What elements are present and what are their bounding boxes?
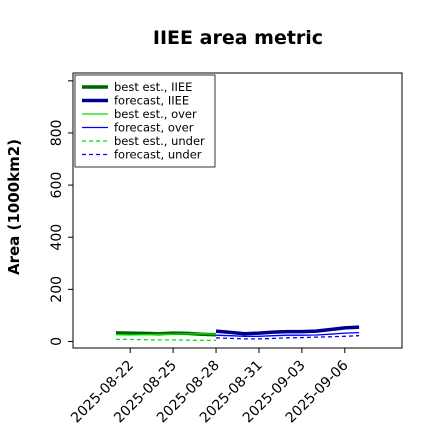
legend-label: best est., IIEE — [114, 80, 192, 94]
legend-label: best est., over — [114, 107, 197, 121]
series-line — [215, 335, 360, 340]
series-line — [115, 338, 216, 342]
series-line — [215, 331, 360, 337]
y-tick-label: 0 — [49, 337, 65, 346]
legend-label: forecast, over — [114, 121, 194, 135]
legend-label: forecast, under — [114, 148, 202, 162]
y-tick-label: 200 — [49, 276, 65, 303]
x-axis: 2025-08-222025-08-252025-08-282025-08-31… — [68, 348, 352, 426]
y-axis: 0 200 400 600 800 — [49, 80, 73, 346]
legend-box — [74, 74, 216, 168]
legend-label: best est., under — [114, 134, 205, 148]
series-layer — [115, 325, 360, 342]
y-tick-label: 400 — [49, 224, 65, 251]
series-line — [215, 325, 360, 336]
legend-label: forecast, IIEE — [114, 94, 189, 108]
chart-title: IIEE area metric — [153, 27, 323, 49]
series-line — [115, 333, 217, 336]
y-axis-label: Area (1000km2) — [5, 139, 23, 275]
y-tick-label: 600 — [49, 172, 65, 199]
plot-frame — [72, 72, 403, 349]
y-tick-label: 800 — [49, 120, 65, 147]
